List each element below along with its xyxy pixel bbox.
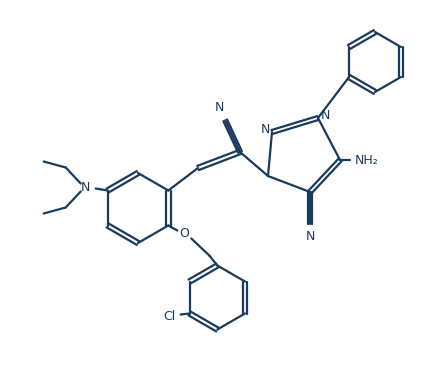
Text: N: N bbox=[305, 230, 315, 243]
Text: N: N bbox=[260, 122, 270, 135]
Text: N: N bbox=[81, 181, 90, 194]
Text: N: N bbox=[320, 108, 330, 121]
Text: NH₂: NH₂ bbox=[355, 154, 379, 167]
Text: Cl: Cl bbox=[164, 310, 176, 323]
Text: O: O bbox=[180, 227, 189, 240]
Text: N: N bbox=[215, 101, 224, 114]
